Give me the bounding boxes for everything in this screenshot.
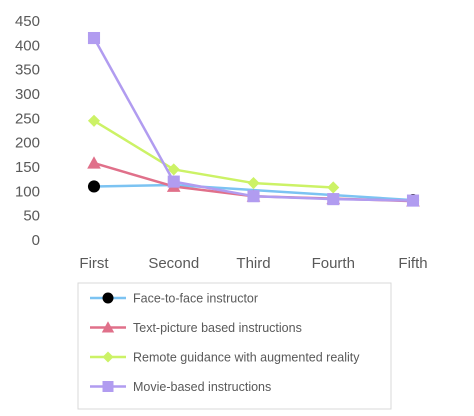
y-tick-label: 50 xyxy=(23,208,40,225)
data-point xyxy=(87,156,101,169)
y-tick-label: 400 xyxy=(15,37,40,54)
legend-item: Remote guidance with augmented reality xyxy=(90,351,360,365)
legend-box xyxy=(77,282,392,410)
legend-label: Text-picture based instructions xyxy=(133,321,302,335)
legend-item: Movie-based instructions xyxy=(90,380,271,394)
y-tick-label: 200 xyxy=(15,135,40,152)
legend-item: Face-to-face instructor xyxy=(90,292,258,306)
legend-marker xyxy=(102,351,114,363)
data-point xyxy=(167,163,180,176)
legend: Face-to-face instructor Text-picture base… xyxy=(77,282,392,410)
data-point xyxy=(87,114,101,127)
x-tick-label: Third xyxy=(236,255,270,272)
data-point xyxy=(247,190,260,203)
x-tick-label: Second xyxy=(148,255,199,272)
y-tick-label: 0 xyxy=(32,232,40,249)
y-tick-label: 150 xyxy=(15,159,40,176)
data-point xyxy=(327,181,340,194)
y-tick-label: 450 xyxy=(15,13,40,30)
x-tick-label: First xyxy=(79,255,109,272)
legend-marker xyxy=(102,292,114,304)
y-tick-label: 300 xyxy=(15,86,40,103)
legend-label: Face-to-face instructor xyxy=(133,292,258,306)
series-3 xyxy=(87,31,420,207)
data-point xyxy=(247,177,260,190)
legend-label: Remote guidance with augmented reality xyxy=(133,351,360,365)
y-tick-label: 100 xyxy=(15,183,40,200)
series-line xyxy=(93,119,334,189)
legend-marker xyxy=(102,381,114,392)
y-tick-label: 250 xyxy=(15,110,40,127)
data-point xyxy=(87,31,101,45)
x-tick-label: Fifth xyxy=(398,255,427,272)
x-tick-label: Fourth xyxy=(312,255,355,272)
data-point xyxy=(327,193,340,206)
y-tick-label: 350 xyxy=(15,62,40,79)
legend-marker xyxy=(101,321,115,333)
data-point xyxy=(87,180,101,193)
legend-item: Text-picture based instructions xyxy=(90,321,302,335)
series-2 xyxy=(87,114,340,194)
data-point xyxy=(167,175,180,188)
data-point xyxy=(406,194,420,207)
legend-label: Movie-based instructions xyxy=(133,380,271,394)
